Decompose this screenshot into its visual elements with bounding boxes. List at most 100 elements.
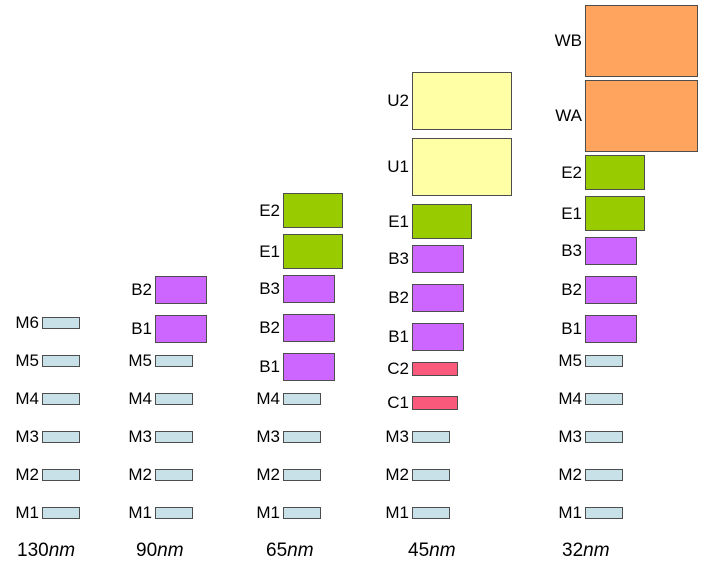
layer-label-b2: B2	[561, 280, 582, 299]
layer-box-e1	[283, 234, 343, 269]
layer-box-m1	[585, 507, 623, 519]
layer-box-c2	[412, 362, 458, 376]
layer-box-b1	[155, 315, 207, 343]
layer-label-m3: M3	[128, 427, 152, 446]
layer-row: B1	[366, 323, 464, 351]
layer-label-m2: M2	[15, 465, 39, 484]
layer-box-b1	[412, 323, 464, 351]
layer-row: M2	[0, 465, 80, 484]
layer-label-b2: B2	[388, 288, 409, 307]
layer-label-m3: M3	[15, 427, 39, 446]
layer-label-e1: E1	[388, 211, 409, 231]
layer-label-m3: M3	[256, 427, 280, 446]
column-65nm: M1 M2 M3 M4 B1 B2 B3 E1 E2	[237, 193, 343, 521]
layer-label-b3: B3	[259, 279, 280, 298]
column-32nm: M1 M2 M3 M4 M5 B1 B2 B3 E1 E2 WA WB	[539, 5, 698, 521]
layer-label-m2: M2	[385, 465, 409, 484]
node-unit: nm	[583, 540, 610, 561]
layer-box-u2	[412, 72, 512, 130]
node-value: 45	[408, 540, 430, 561]
layer-box-m2	[42, 469, 80, 481]
layer-label-m4: M4	[256, 389, 280, 408]
layer-row: B2	[539, 276, 637, 304]
layer-row: M2	[366, 465, 450, 484]
node-label-130nm: 130nm	[17, 540, 75, 562]
layer-box-m2	[155, 469, 193, 481]
layer-row: WA	[539, 80, 698, 152]
layer-box-m4	[155, 393, 193, 405]
layer-label-b3: B3	[388, 249, 409, 268]
layer-row: B2	[237, 314, 335, 342]
layer-row: M3	[109, 427, 193, 446]
layer-box-b2	[412, 284, 464, 312]
layer-label-m5: M5	[15, 351, 39, 370]
layer-label-b2: B2	[131, 280, 152, 299]
layer-box-m4	[585, 393, 623, 405]
layer-row: M2	[237, 466, 321, 483]
node-label-32nm: 32nm	[562, 540, 610, 562]
layer-label-e2: E2	[561, 162, 582, 182]
layer-box-b3	[283, 275, 335, 303]
layer-box-m3	[155, 431, 193, 443]
layer-row: M4	[237, 389, 321, 408]
layer-box-m2	[412, 469, 450, 481]
layer-box-m3	[42, 431, 80, 443]
layer-row: B1	[109, 315, 207, 343]
layer-row: M1	[366, 503, 450, 522]
layer-row: C2	[366, 360, 458, 377]
node-value: 65	[266, 540, 288, 561]
layer-label-m2: M2	[558, 465, 582, 484]
layer-box-m1	[283, 507, 321, 519]
layer-box-m2	[283, 469, 321, 481]
layer-box-m3	[283, 431, 321, 443]
layer-box-m5	[42, 355, 80, 367]
layer-box-e1	[585, 196, 645, 231]
layer-row: U1	[366, 138, 512, 196]
layer-label-b1: B1	[131, 319, 152, 338]
layer-box-m6	[42, 317, 80, 329]
layer-row: B2	[109, 276, 207, 304]
layer-label-e2: E2	[259, 200, 280, 220]
layer-row: B3	[366, 245, 464, 273]
layer-box-b1	[283, 353, 335, 381]
layer-label-m1: M1	[128, 503, 152, 522]
layer-label-e1: E1	[259, 241, 280, 261]
layer-row: B3	[539, 237, 637, 265]
node-label-65nm: 65nm	[266, 540, 314, 562]
layer-row: M1	[0, 504, 80, 521]
layer-row: M1	[237, 504, 321, 521]
layer-label-b1: B1	[388, 327, 409, 346]
layer-label-b3: B3	[561, 241, 582, 260]
layer-row: M3	[0, 427, 80, 446]
layer-box-m3	[585, 431, 623, 443]
layer-row: M3	[237, 427, 321, 446]
layer-row: C1	[366, 393, 458, 412]
layer-row: E1	[539, 196, 645, 231]
layer-label-m2: M2	[128, 465, 152, 484]
layer-box-c1	[412, 396, 458, 410]
layer-label-b1: B1	[259, 357, 280, 376]
node-unit: nm	[429, 540, 456, 561]
layer-label-m3: M3	[385, 427, 409, 446]
node-value: 90	[136, 540, 158, 561]
layer-box-e1	[412, 204, 472, 239]
node-label-90nm: 90nm	[136, 540, 184, 562]
layer-label-c1: C1	[387, 393, 409, 412]
layer-box-m5	[585, 355, 623, 367]
layer-row: M1	[539, 504, 623, 521]
layer-box-m4	[42, 393, 80, 405]
layer-label-m4: M4	[558, 389, 582, 408]
layer-label-b2: B2	[259, 318, 280, 337]
layer-label-u2: U2	[387, 91, 409, 110]
column-45nm: M1 M2 M3 C1 C2 B1 B2 B3 E1 U1 U2	[366, 72, 512, 522]
layer-row: B2	[366, 284, 464, 312]
layer-label-m6: M6	[15, 313, 39, 332]
layer-box-m2	[585, 469, 623, 481]
layer-box-m1	[155, 507, 193, 519]
node-unit: nm	[287, 540, 314, 561]
layer-row: U2	[366, 72, 512, 130]
layer-label-m1: M1	[385, 503, 409, 522]
layer-box-e2	[283, 193, 343, 228]
layer-row: E2	[539, 155, 645, 190]
layer-row: M4	[539, 389, 623, 408]
